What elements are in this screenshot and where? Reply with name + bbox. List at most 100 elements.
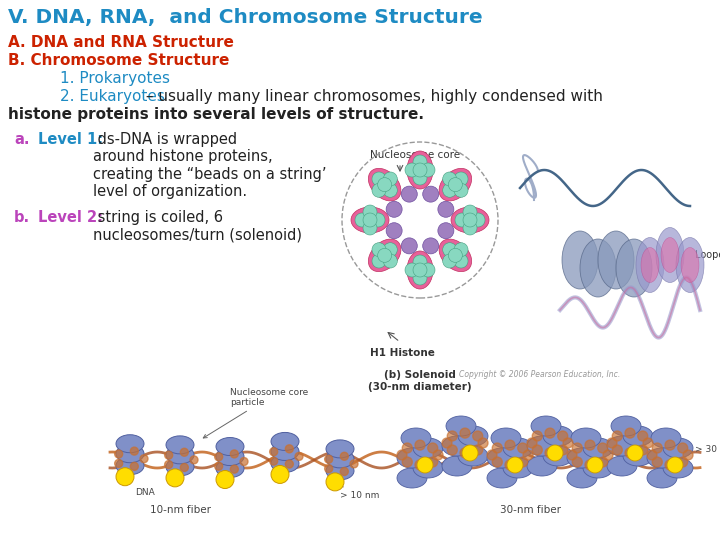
Circle shape [386,201,402,217]
Ellipse shape [607,456,637,476]
Circle shape [558,431,568,441]
Circle shape [402,443,413,453]
Circle shape [473,431,482,441]
Circle shape [545,448,555,458]
Circle shape [421,163,435,177]
Circle shape [408,208,432,232]
Ellipse shape [216,437,244,456]
Ellipse shape [598,231,634,289]
Ellipse shape [681,247,699,282]
Circle shape [402,457,413,467]
Circle shape [447,431,457,441]
Text: 1. Prokaryotes: 1. Prokaryotes [60,71,170,86]
Circle shape [678,457,688,467]
Ellipse shape [531,416,561,436]
Ellipse shape [442,456,472,476]
Text: 2. Eukaryotes: 2. Eukaryotes [60,89,165,104]
Ellipse shape [439,168,472,201]
Ellipse shape [271,433,299,450]
Circle shape [598,443,608,453]
Circle shape [114,450,122,458]
Circle shape [383,242,397,256]
Text: a.: a. [14,132,30,147]
Circle shape [363,213,377,227]
Text: Nucleosome core
particle: Nucleosome core particle [203,388,308,438]
Text: B. Chromosome Structure: B. Chromosome Structure [8,53,230,68]
Circle shape [572,457,582,467]
Circle shape [428,457,438,467]
Circle shape [463,221,477,235]
Circle shape [372,242,386,256]
Circle shape [421,263,435,277]
Ellipse shape [607,436,637,456]
Circle shape [405,263,419,277]
Ellipse shape [166,458,194,476]
Circle shape [285,460,293,468]
Ellipse shape [611,416,641,436]
Circle shape [378,178,392,192]
Text: – usually many linear chromosomes, highly condensed with: – usually many linear chromosomes, highl… [141,89,603,104]
Circle shape [443,242,456,256]
Ellipse shape [401,428,431,448]
Circle shape [386,222,402,239]
Circle shape [215,453,222,461]
Circle shape [271,465,289,483]
Circle shape [518,457,528,467]
Circle shape [428,443,438,453]
Circle shape [454,172,468,186]
Circle shape [603,450,613,460]
Circle shape [355,213,369,227]
Ellipse shape [641,247,659,282]
Circle shape [166,469,184,487]
Ellipse shape [446,416,476,436]
Circle shape [607,438,617,448]
Circle shape [413,271,427,285]
Circle shape [627,445,643,461]
Circle shape [230,465,238,473]
Ellipse shape [580,239,616,297]
Ellipse shape [166,436,194,454]
Circle shape [350,460,358,468]
Ellipse shape [661,238,679,273]
Circle shape [371,213,385,227]
Ellipse shape [663,438,693,458]
Circle shape [683,450,693,460]
Circle shape [585,440,595,450]
Text: Level 1:: Level 1: [38,132,103,147]
Ellipse shape [116,457,144,475]
Circle shape [454,242,468,256]
Circle shape [638,445,648,455]
Ellipse shape [543,426,573,446]
Circle shape [567,450,577,460]
Circle shape [415,460,425,470]
Text: (b) Solenoid
(30-nm diameter): (b) Solenoid (30-nm diameter) [368,370,472,392]
Circle shape [454,254,468,268]
Circle shape [413,155,427,169]
Circle shape [507,457,523,473]
Circle shape [383,254,397,268]
Circle shape [455,213,469,227]
Ellipse shape [656,227,684,282]
Ellipse shape [527,456,557,476]
Circle shape [563,438,573,448]
Circle shape [341,468,348,476]
Circle shape [438,222,454,239]
Ellipse shape [651,428,681,448]
Ellipse shape [583,438,613,458]
Circle shape [180,448,189,456]
Text: > 10 nm: > 10 nm [333,482,379,500]
Circle shape [478,438,488,448]
Circle shape [270,457,278,465]
Circle shape [652,443,662,453]
Circle shape [443,183,456,197]
Circle shape [492,457,503,467]
Circle shape [558,445,568,455]
Circle shape [598,457,608,467]
Ellipse shape [571,428,601,448]
Ellipse shape [458,426,488,446]
Ellipse shape [326,440,354,458]
Circle shape [638,431,648,441]
Circle shape [667,457,683,473]
Circle shape [401,186,418,202]
Ellipse shape [487,448,517,468]
